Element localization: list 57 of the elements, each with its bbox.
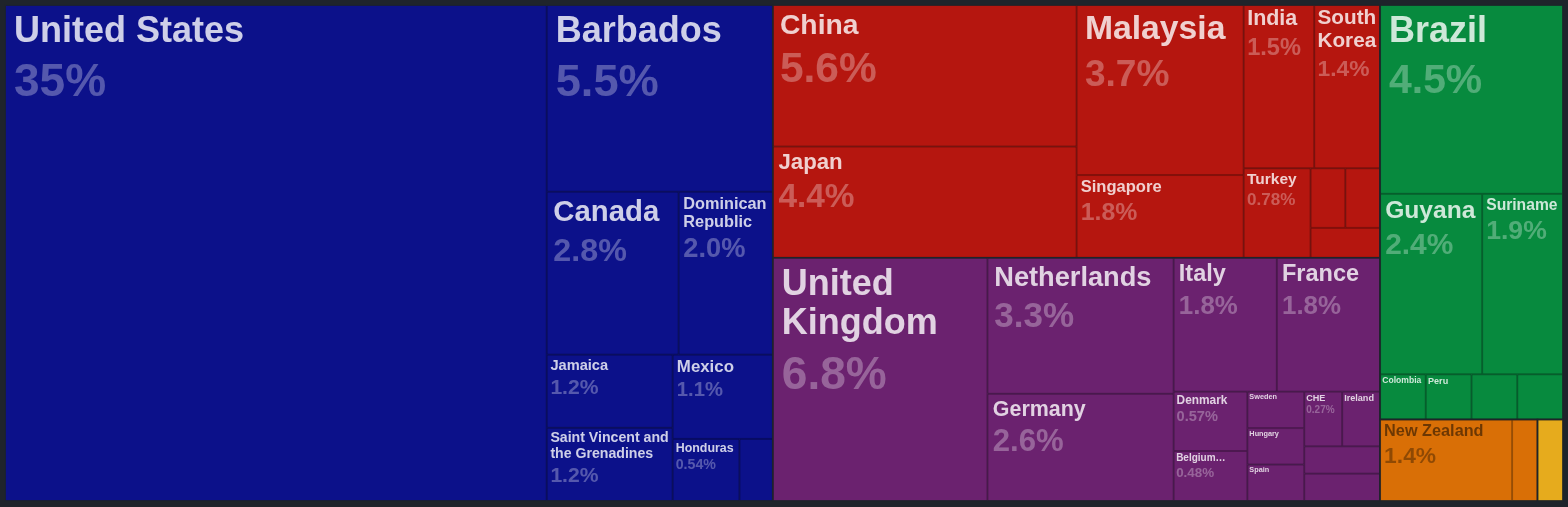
category-label: Peru bbox=[1428, 375, 1449, 386]
data-label: 1.8% bbox=[1080, 197, 1138, 225]
category-label: France bbox=[1282, 260, 1360, 287]
data-label: 1.2% bbox=[550, 462, 599, 486]
category-label: United Kingdom bbox=[781, 261, 938, 343]
category-label: Suriname bbox=[1486, 196, 1558, 214]
data-label: 1.5% bbox=[1247, 33, 1301, 60]
category-label: New Zealand bbox=[1384, 421, 1484, 440]
data-label: 2.8% bbox=[553, 232, 627, 269]
category-label: India bbox=[1247, 6, 1299, 31]
data-label: 2.0% bbox=[683, 231, 746, 263]
data-label: 1.8% bbox=[1282, 290, 1341, 319]
data-label: 0.54% bbox=[675, 456, 717, 473]
data-label: 35% bbox=[14, 54, 107, 107]
data-label: 1.2% bbox=[550, 374, 599, 398]
data-label: 0.27% bbox=[1306, 404, 1335, 416]
category-label: Turkey bbox=[1247, 169, 1297, 187]
data-label: 1.4% bbox=[1384, 441, 1437, 468]
category-label: China bbox=[779, 8, 859, 41]
data-label: 3.7% bbox=[1084, 51, 1170, 94]
category-label: Netherlands bbox=[994, 260, 1152, 292]
data-label: 3.3% bbox=[994, 295, 1075, 335]
category-label: Barbados bbox=[555, 8, 722, 50]
data-label: 0.48% bbox=[1176, 464, 1215, 480]
data-label: 4.4% bbox=[778, 176, 855, 214]
category-label: Saint Vincent and the Grenadines bbox=[550, 429, 669, 462]
category-label: South Korea bbox=[1317, 5, 1377, 52]
category-label: Denmark bbox=[1176, 392, 1228, 407]
data-label: 5.6% bbox=[779, 43, 877, 91]
category-label: Jamaica bbox=[550, 356, 609, 373]
category-label: Belgium… bbox=[1176, 452, 1226, 464]
category-label: Italy bbox=[1178, 260, 1226, 287]
category-label: Colombia bbox=[1382, 375, 1422, 386]
data-label: 1.1% bbox=[676, 378, 723, 401]
category-label: Canada bbox=[553, 194, 660, 228]
category-label: Dominican Republic bbox=[683, 194, 767, 230]
data-label: 1.8% bbox=[1178, 290, 1238, 319]
category-label: Singapore bbox=[1080, 176, 1162, 196]
category-label: Malaysia bbox=[1084, 8, 1226, 47]
category-label: Guyana bbox=[1385, 196, 1476, 224]
data-label: 6.8% bbox=[781, 346, 887, 399]
data-label: 5.5% bbox=[555, 54, 659, 106]
data-label: 4.5% bbox=[1389, 55, 1483, 102]
data-label: 0.57% bbox=[1176, 408, 1218, 425]
category-label: Brazil bbox=[1389, 8, 1488, 50]
category-label: United States bbox=[14, 8, 245, 50]
category-label: Ireland bbox=[1344, 392, 1374, 403]
data-label: 2.6% bbox=[992, 423, 1064, 459]
data-label: 0.78% bbox=[1247, 189, 1296, 209]
category-label: Honduras bbox=[675, 440, 734, 455]
category-label: Mexico bbox=[676, 356, 734, 376]
data-label: 1.9% bbox=[1486, 214, 1547, 245]
data-label: 1.4% bbox=[1317, 54, 1370, 81]
category-label: Germany bbox=[992, 396, 1086, 421]
category-label: CHE bbox=[1306, 392, 1326, 403]
category-label: Japan bbox=[778, 149, 843, 175]
data-label: 2.4% bbox=[1385, 227, 1454, 261]
